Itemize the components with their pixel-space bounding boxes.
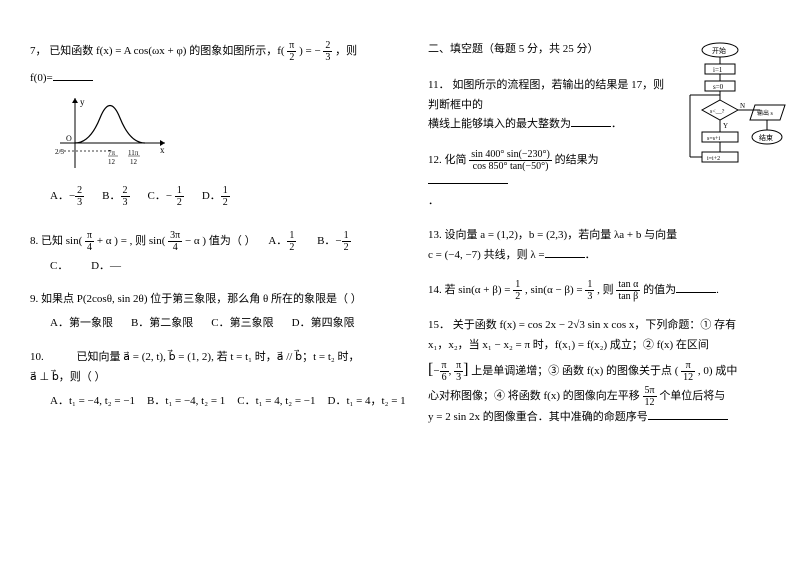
question-8: 8. 已知 sin( π4 + α ) = , 则 sin( 3π4 − α )… <box>30 230 408 277</box>
q13-blank <box>545 246 585 258</box>
q8-opt-c: C． <box>50 260 68 272</box>
question-15: 15． 关于函数 f(x) = cos 2x − 2√3 sin x cos x… <box>428 316 770 427</box>
q7-opt-d: D．12 <box>202 185 230 208</box>
q12-text-a: 化简 <box>445 154 467 166</box>
q10-opt-a: A．t₁ = −4, t₂ = −1 <box>50 392 135 412</box>
page-root: 7， 已知函数 f(x) = A cos(ωx + φ) 的图象如图所示，f( … <box>0 0 800 566</box>
q14-text-b: , sin(α − β) = <box>525 284 585 296</box>
q11-blank <box>571 115 611 127</box>
q14-text-c: , 则 <box>597 284 614 296</box>
svg-text:12: 12 <box>108 158 116 166</box>
q15-text-g: y = 2 sin 2x 的图像重合．其中准确的命题序号 <box>428 411 648 423</box>
q7-text-b: ) = − <box>299 45 321 57</box>
q8-text-c: − α ) 值为（ ） <box>185 235 256 247</box>
q12-frac: sin 400° sin(−230°)cos 850° tan(−50°) <box>469 149 552 172</box>
right-column: 开始 i=1 s=0 s<__? N 输出 s 结束 Y s=s+i i=i+2 <box>428 40 770 546</box>
q9-opt-c: C．第三象限 <box>211 314 273 334</box>
svg-text:x: x <box>160 145 165 155</box>
q14-text-d: 的值为 <box>643 284 676 296</box>
q9-opt-d: D．第四象限 <box>292 314 355 334</box>
q7-opt-b: B．23 <box>102 185 129 208</box>
q15-label: 15． <box>428 319 450 331</box>
q12-blank <box>428 172 508 184</box>
question-7: 7， 已知函数 f(x) = A cos(ωx + φ) 的图象如图所示，f( … <box>30 40 408 208</box>
q7-options: A．−23 B．23 C．− 12 D．12 <box>50 185 408 208</box>
q10-opt-c: C．t₁ = 4, t₂ = −1 <box>237 392 315 412</box>
question-10: 10. 已知向量 a⃗ = (2, t), b⃗ = (1, 2), 若 t =… <box>30 348 408 411</box>
svg-text:y: y <box>80 97 85 107</box>
svg-text:开始: 开始 <box>712 46 726 55</box>
q8-opt-b: B．−12 <box>317 235 351 247</box>
svg-text:O: O <box>66 134 72 143</box>
q12-label: 12. <box>428 154 442 166</box>
q8-text-a: 已知 sin( <box>41 235 82 247</box>
q7-blank <box>53 69 93 81</box>
svg-text:12: 12 <box>130 158 138 166</box>
q14-label: 14. <box>428 284 442 296</box>
q15-text-a: 关于函数 f(x) = cos 2x − 2√3 sin x cos x，下列命… <box>453 319 736 331</box>
q7-opt-c: C．− 12 <box>148 185 184 208</box>
svg-text:s=0: s=0 <box>713 83 724 91</box>
left-column: 7， 已知函数 f(x) = A cos(ωx + φ) 的图象如图所示，f( … <box>30 40 408 546</box>
q7-frac-b: 23 <box>323 40 332 63</box>
q9-label: 9. <box>30 293 38 305</box>
q9-opt-a: A．第一象限 <box>50 314 113 334</box>
q8-frac-a: π4 <box>85 230 94 253</box>
q12-text-b: 的结果为 <box>555 154 599 166</box>
q10-opt-d: D．t₁ = 4，t₂ = 1 <box>328 392 406 412</box>
q10-opt-b: B．t₁ = −4, t₂ = 1 <box>147 392 225 412</box>
question-9: 9. 如果点 P(2cosθ, sin 2θ) 位于第三象限，那么角 θ 所在的… <box>30 290 408 334</box>
q13-text-b: c = (−4, −7) 共线，则 λ = <box>428 249 545 261</box>
q15-text-c: 上是单调递增；③ 函数 f(x) 的图像关于点 ( <box>471 365 678 377</box>
q11-text-a: 如图所示的流程图，若输出的结果是 17，则判断框中的 <box>428 79 664 111</box>
svg-text:2/3: 2/3 <box>55 148 64 156</box>
svg-text:s<__?: s<__? <box>710 109 725 115</box>
q15-text-e: 心对称图像；④ 将函数 f(x) 的图像向左平移 <box>428 390 640 402</box>
q10-text-a: 已知向量 a⃗ = (2, t), b⃗ = (1, 2), 若 t = t₁ … <box>77 351 360 363</box>
q11-text-b: 横线上能够填入的最大整数为 <box>428 118 571 130</box>
q9-text: 如果点 P(2cosθ, sin 2θ) 位于第三象限，那么角 θ 所在的象限是… <box>41 293 362 305</box>
q9-options: A．第一象限 B．第二象限 C．第三象限 D．第四象限 <box>50 314 408 334</box>
q7-frac-a: π2 <box>287 40 296 63</box>
q8-label: 8. <box>30 235 38 247</box>
q14-blank <box>676 281 716 293</box>
svg-text:i=i+2: i=i+2 <box>707 156 720 162</box>
svg-text:结束: 结束 <box>759 133 773 142</box>
svg-text:s=s+i: s=s+i <box>707 136 720 142</box>
q11-label: 11． <box>428 79 450 91</box>
q7-label: 7， <box>30 45 47 57</box>
svg-text:输出 s: 输出 s <box>757 109 774 117</box>
q8-opt-a: A．12 <box>268 235 296 247</box>
q7-text-a: 已知函数 f(x) = A cos(ωx + φ) 的图象如图所示，f( <box>49 45 284 57</box>
flowchart-diagram: 开始 i=1 s=0 s<__? N 输出 s 结束 Y s=s+i i=i+2 <box>680 40 790 210</box>
q8-text-b: + α ) = , 则 sin( <box>97 235 166 247</box>
q8-frac-b: 3π4 <box>168 230 182 253</box>
q10-options: A．t₁ = −4, t₂ = −1 B．t₁ = −4, t₂ = 1 C．t… <box>50 392 408 412</box>
q15-text-d: , 0) 成中 <box>698 365 737 377</box>
q15-blank <box>648 408 728 420</box>
q7-opt-a: A．−23 <box>50 185 84 208</box>
svg-text:i=1: i=1 <box>713 66 723 74</box>
q13-text-a: 设向量 a = (1,2)，b = (2,3)，若向量 λa + b 与向量 <box>445 229 678 241</box>
q14-text-a: 若 sin(α + β) = <box>445 284 514 296</box>
q7-graph: y x O 2/3 7π 12 11π 12 <box>50 93 170 173</box>
q7-text-c: ，则 <box>335 45 357 57</box>
q10-label: 10. <box>30 351 44 363</box>
q9-opt-b: B．第二象限 <box>131 314 193 334</box>
q13-label: 13. <box>428 229 442 241</box>
q8-opt-d: D．— <box>91 260 121 272</box>
q7-next: f(0)= <box>30 72 53 84</box>
svg-text:N: N <box>740 102 745 110</box>
q15-text-f: 个单位后将与 <box>659 390 725 402</box>
svg-text:Y: Y <box>723 122 728 130</box>
question-13: 13. 设向量 a = (1,2)，b = (2,3)，若向量 λa + b 与… <box>428 226 770 266</box>
q15-text-b: x₁，x₂，当 x₁ − x₂ = π 时，f(x₁) = f(x₂) 成立；②… <box>428 339 709 351</box>
q10-text-b: a⃗ ⊥ b⃗，则（ ） <box>30 371 106 383</box>
question-14: 14. 若 sin(α + β) = 12 , sin(α − β) = 13 … <box>428 279 770 302</box>
